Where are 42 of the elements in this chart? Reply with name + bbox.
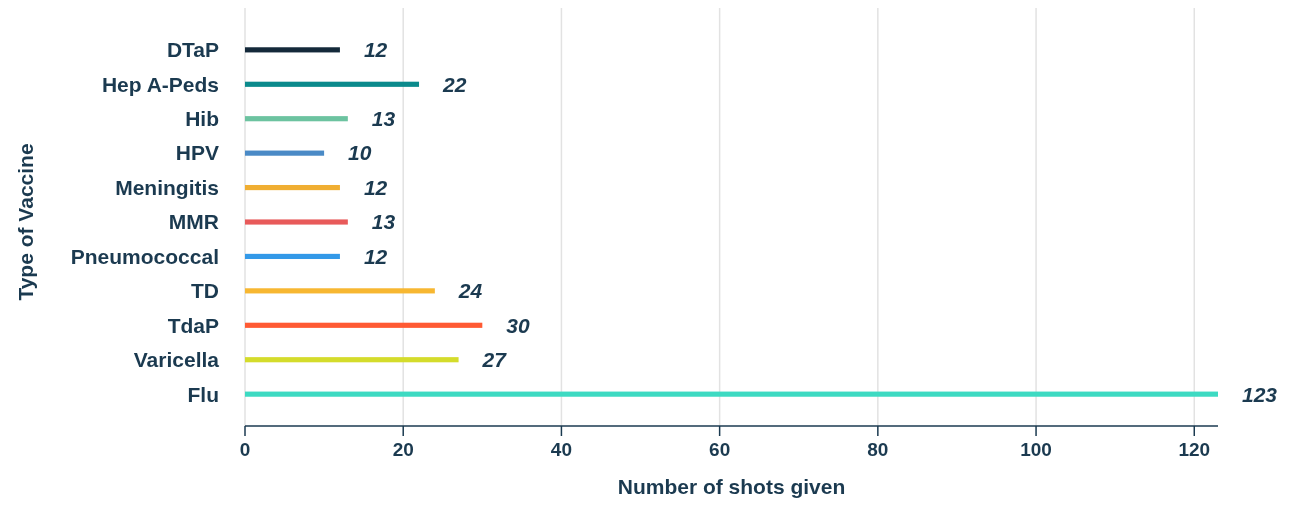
x-axis-title: Number of shots given xyxy=(617,475,846,498)
x-tick-label: 0 xyxy=(239,439,251,460)
x-tick-label: 40 xyxy=(550,439,572,460)
bar xyxy=(245,116,348,122)
bar xyxy=(245,322,483,328)
bar xyxy=(245,47,340,53)
bar xyxy=(245,81,420,87)
data-label: 30 xyxy=(506,313,530,337)
x-tick-label: 80 xyxy=(867,439,889,460)
bar xyxy=(245,184,340,191)
bar xyxy=(245,391,1218,397)
y-tick-label: DTaP xyxy=(166,38,219,62)
bar xyxy=(245,357,459,363)
bar xyxy=(245,219,348,225)
y-axis-title: Type of Vaccine xyxy=(14,143,38,301)
y-tick-label: Varicella xyxy=(133,348,220,372)
data-label: 24 xyxy=(457,279,483,303)
data-label: 10 xyxy=(348,141,372,165)
data-label: 13 xyxy=(371,210,396,234)
bar xyxy=(245,253,340,260)
y-tick-label: MMR xyxy=(168,210,219,234)
x-tick-label: 120 xyxy=(1178,439,1211,460)
data-label: 123 xyxy=(1242,382,1278,406)
data-label: 27 xyxy=(481,348,508,372)
y-tick-label: Pneumococcal xyxy=(70,244,219,268)
y-tick-label: Hep A-Peds xyxy=(101,72,219,96)
y-tick-label: TdaP xyxy=(167,313,219,337)
y-tick-label: TD xyxy=(191,279,219,303)
bar xyxy=(245,150,325,156)
data-label: 12 xyxy=(363,244,388,268)
y-tick-label: HPV xyxy=(175,141,219,165)
x-tick-label: 100 xyxy=(1020,439,1052,460)
data-label: 13 xyxy=(371,107,396,131)
data-label: 12 xyxy=(363,38,388,62)
y-tick-label: Flu xyxy=(187,382,219,406)
y-tick-label: Meningitis xyxy=(115,175,219,199)
data-label: 12 xyxy=(363,175,388,199)
y-tick-label: Hib xyxy=(185,107,219,131)
x-tick-label: 60 xyxy=(709,439,731,460)
x-tick-label: 20 xyxy=(392,439,414,460)
data-label: 22 xyxy=(442,72,467,96)
bar xyxy=(245,288,435,294)
